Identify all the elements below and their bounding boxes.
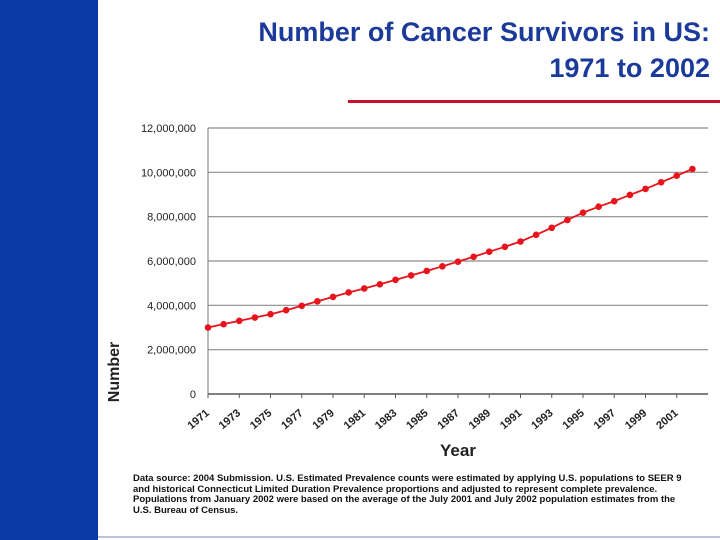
y-tick-label: 10,000,000: [141, 167, 196, 179]
y-tick-label: 2,000,000: [147, 345, 196, 357]
x-tick-label: 1993: [529, 407, 555, 432]
data-point: [235, 317, 243, 325]
data-point: [439, 263, 446, 270]
data-point: [579, 209, 587, 216]
data-point: [626, 191, 634, 199]
x-tick-label: 1989: [467, 407, 493, 432]
x-tick-labels: 1971 1973 1975 1977 1979 1981 1983 1985 1987 1989…: [185, 407, 680, 432]
data-point: [267, 310, 274, 318]
x-tick-label: 1987: [435, 407, 461, 432]
series-line: [207, 168, 693, 329]
data-point: [532, 231, 540, 239]
x-tick-label: 1997: [592, 407, 618, 432]
title-line-2: 1971 to 2002: [549, 53, 710, 83]
x-tick-label: 1999: [623, 407, 649, 432]
x-tick-label: 2001: [654, 407, 680, 432]
data-point: [517, 238, 524, 245]
x-tick-label: 1973: [217, 407, 243, 432]
data-point: [314, 298, 321, 305]
y-tick-label: 8,000,000: [147, 212, 196, 224]
data-point: [595, 203, 602, 210]
y-tick-label: 12,000,000: [141, 123, 196, 135]
data-point: [485, 248, 493, 255]
x-tick-label: 1975: [248, 407, 274, 432]
data-point: [548, 224, 556, 232]
data-point: [329, 293, 337, 301]
data-point: [204, 324, 212, 331]
data-source-note: Data source: 2004 Submission. U.S. Estim…: [133, 473, 682, 516]
sidebar-band: [0, 0, 98, 540]
x-tick-label: 1991: [498, 407, 524, 432]
data-point: [376, 280, 384, 288]
data-point: [298, 302, 306, 310]
title-line-1: Number of Cancer Survivors in US:: [258, 17, 710, 47]
data-point: [642, 185, 649, 193]
data-point: [392, 276, 399, 284]
line-chart: 0 2,000,000 4,000,000 6,000,000 8,000,000 10,…: [106, 123, 708, 460]
x-axis-label: Year: [440, 441, 476, 460]
data-point: [657, 179, 665, 186]
axes: [207, 128, 708, 398]
data-point: [251, 314, 259, 321]
data-point: [501, 243, 509, 251]
grid-lines: [208, 127, 708, 351]
y-axis-label: Number: [106, 342, 123, 402]
data-series: [204, 165, 696, 331]
data-point: [673, 172, 681, 179]
x-tick-label: 1995: [560, 407, 586, 432]
title-underline: [348, 100, 720, 103]
x-tick-label: 1971: [185, 407, 211, 432]
data-point: [610, 197, 618, 205]
y-tick-label: 6,000,000: [147, 256, 196, 268]
y-tick-labels: 0 2,000,000 4,000,000 6,000,000 8,000,000 10,…: [141, 123, 196, 401]
data-point: [220, 320, 227, 328]
data-point: [470, 253, 477, 261]
x-tick-label: 1983: [373, 407, 399, 432]
x-tick-label: 1981: [342, 407, 368, 432]
y-tick-label: 0: [190, 389, 196, 401]
x-tick-label: 1979: [310, 407, 336, 432]
data-point: [345, 289, 352, 296]
data-point: [689, 165, 696, 173]
data-point: [360, 285, 368, 292]
data-point: [454, 258, 462, 265]
data-point: [423, 267, 431, 275]
x-tick-label: 1977: [279, 407, 305, 432]
data-point: [407, 272, 415, 279]
y-tick-label: 4,000,000: [147, 300, 196, 312]
x-tick-label: 1985: [404, 407, 430, 432]
data-point: [282, 306, 290, 314]
data-point: [564, 216, 571, 224]
page-title: Number of Cancer Survivors in US: 1971 t…: [150, 14, 710, 86]
bottom-divider: [98, 536, 720, 538]
